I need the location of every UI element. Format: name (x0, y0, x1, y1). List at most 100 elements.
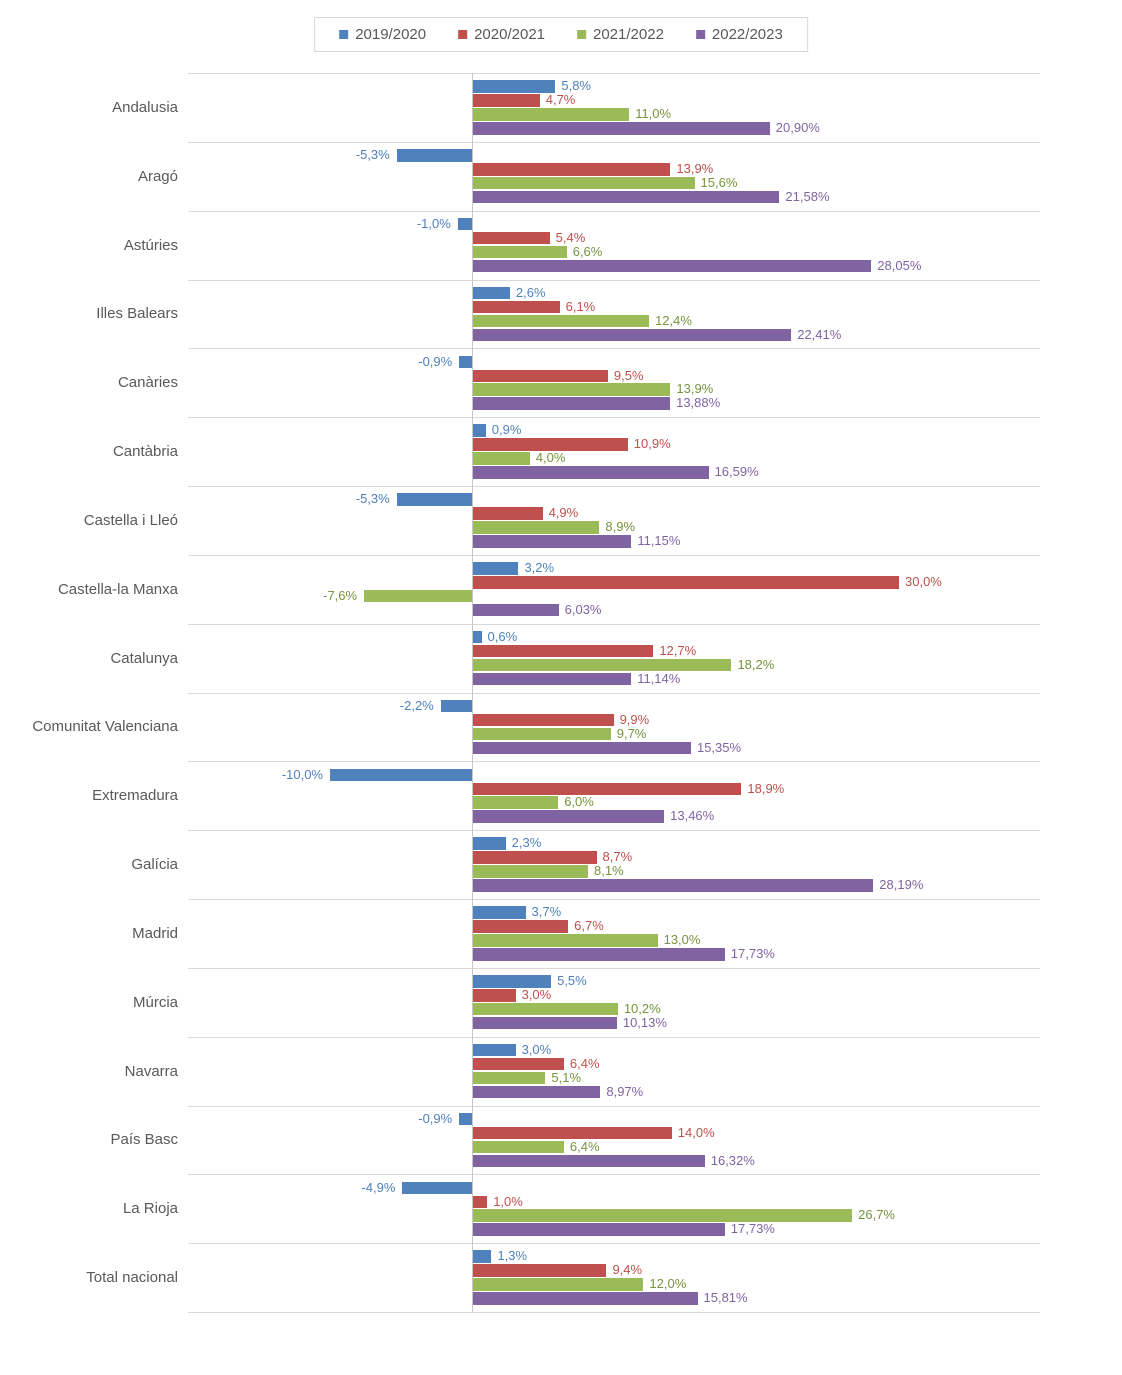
value-label: 9,9% (619, 711, 650, 727)
category-separator-line (188, 1036, 1040, 1038)
value-label: 17,73% (730, 1221, 775, 1237)
value-label: 2,3% (511, 835, 542, 851)
value-label: -2,2% (399, 697, 434, 713)
bar-2020-2021 (473, 231, 550, 245)
bar-2022-2023 (473, 1292, 698, 1305)
bar-2020-2021 (473, 782, 742, 796)
value-label: 9,4% (612, 1262, 643, 1278)
value-label: 28,05% (877, 257, 922, 273)
value-label: 5,5% (557, 973, 587, 989)
category-separator-line (188, 554, 1040, 556)
bar-2021-2022 (473, 1002, 618, 1016)
bar-2022-2023 (473, 466, 709, 479)
value-label: 21,58% (785, 188, 830, 204)
bar-2021-2022 (473, 727, 611, 741)
category-label: Illes Balears (96, 305, 178, 323)
value-label: 4,9% (548, 505, 579, 521)
bar-2019-2020 (396, 149, 472, 162)
value-label: 18,2% (737, 656, 775, 672)
value-label: 14,0% (677, 1124, 715, 1140)
value-label: 13,46% (670, 808, 715, 824)
bar-2022-2023 (473, 1154, 705, 1168)
value-label: 4,0% (535, 450, 566, 466)
category-separator-line (188, 279, 1040, 281)
bar-2019-2020 (473, 80, 556, 93)
value-label: 8,9% (605, 519, 636, 535)
value-label: 12,0% (649, 1276, 687, 1292)
bar-2022-2023 (473, 741, 691, 755)
category-label: La Rioja (122, 1200, 178, 1218)
category-separator-line (188, 761, 1040, 763)
value-label: 9,5% (613, 367, 644, 383)
value-label: -0,9% (418, 1110, 453, 1126)
value-label: -0,9% (418, 353, 453, 369)
bar-2020-2021 (473, 1057, 564, 1071)
category-label: Comunitat Valenciana (32, 718, 178, 736)
legend-label: 2019/2020 (355, 26, 427, 43)
bar-2021-2022 (473, 452, 530, 465)
legend-swatch-icon (695, 30, 705, 39)
value-label: 9,7% (616, 725, 647, 741)
bar-2019-2020 (473, 424, 486, 437)
bar-2019-2020 (473, 630, 482, 644)
value-label: 8,7% (602, 849, 633, 865)
bar-2020-2021 (473, 300, 560, 314)
bar-2019-2020 (473, 562, 519, 575)
category-separator-line (188, 210, 1040, 212)
bar-2021-2022 (364, 589, 472, 603)
category-separator-line (188, 1243, 1040, 1245)
category-label: Canàries (117, 374, 178, 392)
bar-2021-2022 (473, 521, 600, 534)
category-separator-line (188, 348, 1040, 350)
category-separator-line (188, 1312, 1040, 1313)
category-label: Castella-la Manxa (57, 580, 178, 598)
category-label: Galícia (131, 856, 178, 874)
legend-item-2022-2023: 2022/2023 (695, 26, 783, 43)
value-label: -7,6% (323, 587, 358, 603)
bar-2019-2020 (473, 286, 510, 300)
value-label: 10,9% (633, 436, 671, 452)
category-label: País Basc (110, 1131, 178, 1149)
category-separator-line (188, 692, 1040, 694)
value-label: 3,0% (521, 987, 552, 1003)
category-separator-line (188, 1174, 1040, 1176)
legend-item-2020-2021: 2020/2021 (458, 26, 545, 43)
bar-2020-2021 (473, 369, 608, 383)
value-label: 11,15% (637, 533, 681, 549)
category-label: Madrid (132, 924, 178, 942)
value-label: 5,4% (555, 229, 586, 245)
value-label: -5,3% (355, 147, 390, 163)
bar-2022-2023 (473, 1016, 617, 1030)
bar-2021-2022 (473, 658, 732, 672)
bar-2021-2022 (473, 1209, 853, 1222)
bar-2020-2021 (473, 1195, 488, 1209)
bar-2020-2021 (473, 920, 569, 933)
bar-2019-2020 (473, 1250, 492, 1263)
value-label: 12,4% (655, 312, 692, 328)
value-label: 1,3% (497, 1248, 528, 1264)
value-label: 30,0% (905, 574, 942, 590)
value-label: 6,4% (569, 1138, 600, 1154)
value-label: 13,0% (663, 932, 701, 948)
legend-label: 2022/2023 (711, 26, 783, 43)
category-separator-line (188, 73, 1040, 74)
bar-2020-2021 (473, 438, 628, 451)
bar-2020-2021 (473, 1264, 607, 1277)
category-separator-line (188, 141, 1040, 143)
category-separator-line (188, 967, 1040, 969)
bar-2019-2020 (459, 1112, 472, 1126)
category-separator-line (188, 899, 1040, 900)
value-label: 6,4% (569, 1055, 600, 1071)
value-label: 4,7% (545, 92, 576, 108)
value-label: 18,9% (747, 780, 785, 796)
bar-2019-2020 (440, 699, 472, 713)
category-separator-line (188, 486, 1040, 487)
value-label: 12,7% (659, 642, 697, 658)
value-label: 11,0% (635, 106, 672, 122)
bar-2020-2021 (473, 163, 671, 176)
bar-2019-2020 (473, 975, 552, 988)
bar-2021-2022 (473, 383, 671, 396)
value-label: 6,1% (565, 298, 596, 314)
value-label: 8,1% (594, 863, 624, 879)
